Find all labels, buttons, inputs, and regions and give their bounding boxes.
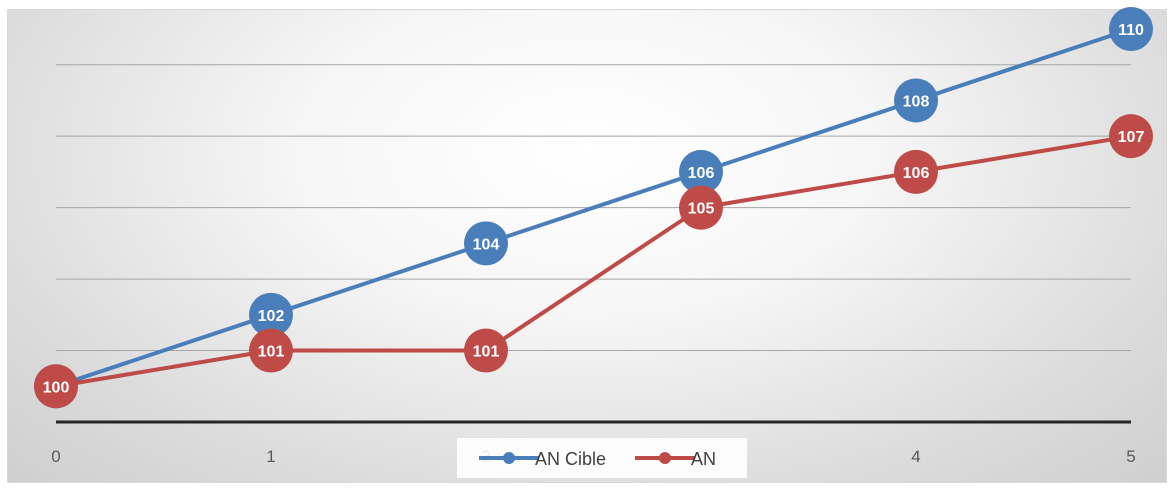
data-point [679, 149, 723, 194]
data-point [894, 149, 938, 194]
legend-swatch-marker [503, 452, 515, 464]
x-tick-label: 1 [266, 447, 275, 466]
data-point [464, 328, 508, 373]
data-label: 106 [903, 165, 930, 182]
data-point [249, 292, 293, 337]
data-point [34, 364, 78, 409]
x-tick-label: 4 [911, 447, 920, 466]
data-label: 106 [688, 165, 715, 182]
legend: AN Cible AN [457, 438, 747, 478]
data-label: 102 [258, 308, 285, 325]
data-label: 100 [43, 379, 70, 396]
x-tick-label: 5 [1126, 447, 1135, 466]
data-point [894, 78, 938, 123]
data-label: 101 [258, 344, 285, 361]
data-point [1109, 7, 1153, 51]
chart-area: 012345 100102104106108110100101101105106… [7, 7, 1167, 483]
legend-entry-label: AN Cible [535, 449, 606, 469]
series-line-an-cible [55, 27, 1132, 389]
data-label: 105 [688, 201, 715, 218]
data-point [464, 221, 508, 266]
data-label: 101 [473, 344, 500, 361]
x-tick-label: 0 [51, 447, 60, 466]
legend-entry-label: AN [691, 449, 716, 469]
data-label: 104 [473, 236, 500, 253]
data-point [249, 328, 293, 373]
data-label: 107 [1118, 129, 1145, 146]
data-label: 108 [903, 93, 930, 110]
legend-swatch-marker [659, 452, 671, 464]
data-point [679, 185, 723, 230]
data-label: 110 [1118, 22, 1144, 39]
series-lines [55, 27, 1132, 389]
data-labels: 100102104106108110100101101105106107 [34, 7, 1153, 409]
data-point [1109, 114, 1153, 159]
series-line-an [55, 134, 1132, 389]
